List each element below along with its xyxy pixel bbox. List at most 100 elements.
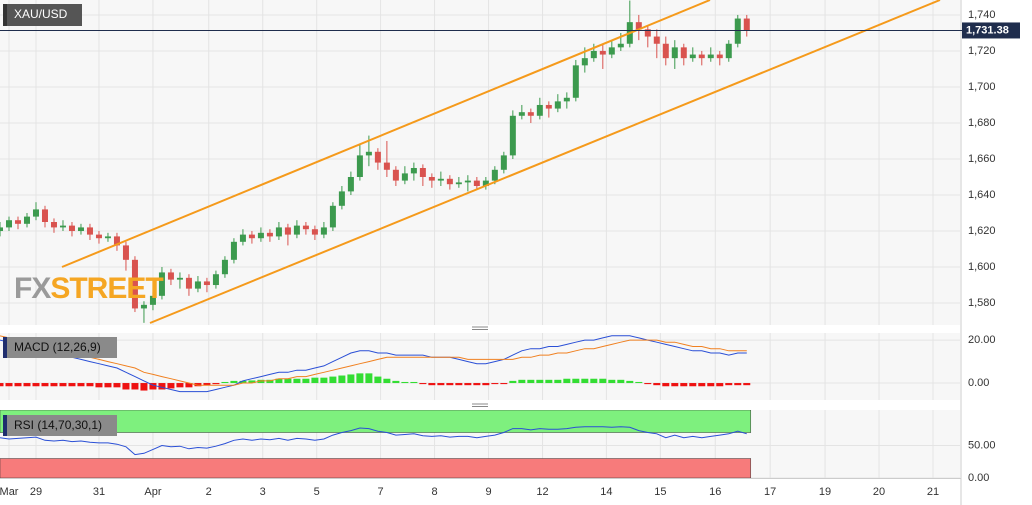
candle-body <box>239 234 246 242</box>
x-tick-label: 20 <box>873 486 885 498</box>
y-tick-label: 1,680 <box>968 117 996 129</box>
histogram-bar <box>347 374 355 384</box>
candle-body <box>464 180 471 183</box>
y-tick-label: 0.00 <box>968 472 989 484</box>
macd-layer <box>0 335 751 393</box>
histogram-bar <box>284 378 292 384</box>
histogram-bar <box>563 378 571 384</box>
histogram-bar <box>599 378 607 384</box>
candle-body <box>608 47 615 55</box>
candle-body <box>77 227 84 232</box>
y-tick-label: 1,580 <box>968 297 996 309</box>
histogram-bar <box>5 383 13 387</box>
price-label-box <box>962 22 1020 39</box>
candle-body <box>140 304 147 309</box>
histogram-bar <box>293 378 301 384</box>
candle-body <box>86 227 93 235</box>
x-tick-label: 2 <box>206 486 212 498</box>
candle-body <box>392 169 399 181</box>
candle-body <box>230 241 237 260</box>
candle-body <box>212 274 219 286</box>
histogram-bar <box>158 383 166 390</box>
histogram-bar <box>428 383 436 386</box>
symbol-box-edge <box>3 4 7 26</box>
candle-body <box>680 47 687 59</box>
candle-body <box>482 180 489 186</box>
histogram-bar <box>77 383 85 387</box>
histogram-bar <box>230 380 238 384</box>
histogram-bar <box>266 379 274 384</box>
histogram-bar <box>401 381 409 384</box>
symbol-box[interactable] <box>3 4 82 26</box>
histogram-bar <box>437 383 445 386</box>
candle-body <box>329 205 336 228</box>
rsi-label-box[interactable] <box>3 415 117 436</box>
candle-body <box>617 43 624 48</box>
macd-label-edge <box>3 337 7 358</box>
x-tick-label: Apr <box>144 486 161 498</box>
candle-body <box>707 54 714 59</box>
x-tick-label: Mar <box>0 486 19 498</box>
panel-handle[interactable] <box>470 402 490 408</box>
macd-line <box>0 335 747 393</box>
histogram-bar <box>635 381 643 384</box>
histogram-bar <box>131 383 139 390</box>
candle-body <box>671 47 678 59</box>
histogram-bar <box>185 383 193 388</box>
histogram-bar <box>383 378 391 384</box>
candle-body <box>446 178 453 185</box>
lower-band <box>0 458 752 478</box>
histogram-bar <box>464 383 472 386</box>
x-tick-label: 8 <box>432 486 438 498</box>
histogram-bar <box>221 381 229 384</box>
y-tick-label: 1,700 <box>968 81 996 93</box>
histogram-bar <box>149 383 157 390</box>
candle-body <box>167 272 174 280</box>
handle[interactable] <box>470 325 490 331</box>
candle-body <box>599 50 606 55</box>
histogram-bar <box>167 383 175 389</box>
histogram-bar <box>644 383 652 385</box>
candle-body <box>545 104 552 109</box>
histogram-bar <box>662 383 670 387</box>
candle-body <box>698 54 705 59</box>
panel-handle[interactable] <box>470 325 490 331</box>
candle-body <box>572 65 579 98</box>
candle-body <box>653 36 660 44</box>
histogram-bar <box>545 379 553 384</box>
candle-body <box>257 232 264 239</box>
histogram-bar <box>608 379 616 384</box>
candle-body <box>356 155 363 177</box>
candle-body <box>248 234 255 239</box>
histogram-bar <box>734 383 742 386</box>
histogram-bar <box>239 380 247 384</box>
y-tick-label: 1,640 <box>968 189 996 201</box>
x-tick-label: 31 <box>93 486 105 498</box>
watermark: FXSTREET <box>14 272 163 305</box>
x-tick-label: 12 <box>536 486 548 498</box>
histogram-bar <box>203 383 211 386</box>
candle-body <box>473 180 480 186</box>
histogram-bar <box>14 383 22 387</box>
candle-body <box>131 259 138 309</box>
candle-body <box>23 216 30 224</box>
candle-body <box>455 182 462 185</box>
candle-body <box>527 112 534 116</box>
macd-label-box[interactable] <box>3 337 117 358</box>
candle-body <box>536 104 543 116</box>
handle[interactable] <box>470 402 490 408</box>
candle-body <box>203 281 210 286</box>
histogram-bar <box>455 383 463 386</box>
candle-body <box>410 167 417 174</box>
histogram-bar <box>32 383 40 387</box>
watermark-street: STREET <box>50 272 163 305</box>
y-tick-label: 1,620 <box>968 225 996 237</box>
y-tick-label: 1,740 <box>968 9 996 21</box>
candle-body <box>275 227 282 237</box>
x-tick-label: 14 <box>600 486 612 498</box>
grid-layer <box>0 0 960 479</box>
histogram-bar <box>122 383 130 390</box>
histogram-bar <box>680 383 688 387</box>
histogram-bar <box>0 383 4 387</box>
x-tick-label: 21 <box>927 486 939 498</box>
